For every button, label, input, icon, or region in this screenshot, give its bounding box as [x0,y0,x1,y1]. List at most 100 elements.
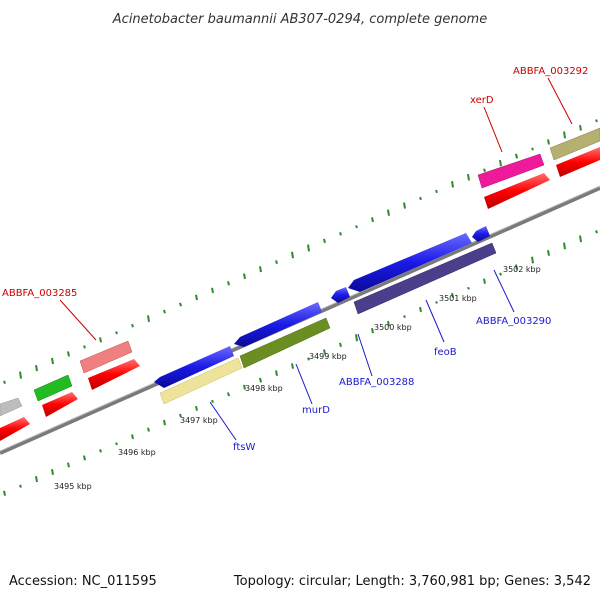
gc-dash [483,168,486,173]
gc-dash [595,230,598,234]
cds-arrow [0,417,30,441]
gc-dash [371,217,374,223]
gc-dash [515,264,518,270]
cds-arrow [88,359,140,390]
gc-dash [243,384,246,390]
gc-dash [579,235,582,243]
gc-dash [147,427,150,432]
feature-green [33,374,73,402]
gc-dash [83,345,86,349]
cds-track [0,147,600,441]
feature-murD [234,302,322,347]
gc-dash [387,209,390,216]
gc-dash [339,232,342,236]
gc-dash [531,147,534,151]
gc-dash [211,399,214,404]
gene-labels: ABBFA_003285 xerD ABBFA_003292 ftsW murD… [2,66,588,453]
gc-dash [275,370,278,376]
gc-dash [547,139,550,145]
gc-dash [259,266,262,273]
tick-label-3500: 3500 kbp [374,323,412,332]
gc-dash [51,469,54,476]
gc-dash [307,244,310,252]
gc-dash [419,196,422,201]
gc-dash [515,153,518,159]
gc-dash [531,256,534,264]
gc-dash [499,159,502,167]
feature-track-inner [159,242,497,405]
feature-ABBFA_003285 [79,340,133,374]
gc-dash [259,377,262,383]
feature-ftsW [154,346,234,388]
gc-dash [115,331,118,335]
gc-dash [195,405,198,411]
feature-ABBFA_003288 [331,287,350,303]
gc-dash [579,124,582,131]
gc-dash [147,315,150,323]
gc-dash [227,392,230,397]
gc-dash [467,173,470,181]
gc-dash [131,434,134,440]
gc-dash [163,309,166,314]
tick-label-3499: 3499 kbp [309,352,347,361]
gc-dash [563,131,566,139]
gc-dash [291,363,294,369]
gc-dash [3,380,6,385]
gc-dash [291,251,294,259]
label-ftsW: ftsW [233,442,255,453]
gc-dash [467,286,470,290]
feature-grey [0,397,23,417]
scale-ticks: 3495 kbp 3496 kbp 3497 kbp 3498 kbp 3499… [54,265,541,491]
label-ABBFA_003288: ABBFA_003288 [339,377,414,388]
gc-dash [99,337,102,343]
gc-dash [19,484,22,488]
gc-dash [323,238,326,244]
gc-dash [355,334,358,342]
tick-label-3495: 3495 kbp [54,482,92,491]
gc-dash [403,315,406,319]
gc-dash [195,294,198,301]
gc-dash [35,364,38,372]
tick-label-3496: 3496 kbp [118,448,156,457]
gc-dash [563,242,566,250]
gc-dash [371,327,374,334]
feature-track-plus [0,127,600,417]
gc-dash [19,371,22,379]
feature-ABBFA_003292 [549,127,600,161]
gc-dash [483,278,486,284]
gc-dash [179,413,182,418]
label-feoB: feoB [434,347,457,358]
gc-dash [211,287,214,294]
label-murD: murD [302,405,330,416]
label-ABBFA_003290: ABBFA_003290 [476,316,551,327]
gc-dash [339,342,342,348]
feature-ABBFA_003290 [472,226,490,242]
gc-track-outer [3,119,598,385]
gc-dash [419,306,422,313]
label-ABBFA_003285: ABBFA_003285 [2,288,77,299]
label-xerD: xerD [470,95,494,106]
gc-dash [435,189,438,194]
gc-dash [387,320,390,327]
label-leaders [59,77,573,441]
gc-dash [243,273,246,280]
gc-dash [131,323,134,328]
gc-dash [275,260,278,265]
genome-summary-text: Topology: circular; Length: 3,760,981 bp… [233,574,591,589]
tick-label-3497: 3497 kbp [180,416,218,425]
gc-dash [307,357,310,361]
gc-dash [451,181,454,188]
cds-arrow [42,392,78,417]
gc-dash [435,300,438,304]
gc-dash [227,281,230,286]
accession-text: Accession: NC_011595 [9,574,157,589]
gc-dash [355,225,358,229]
gc-dash [499,272,502,276]
gc-dash [595,119,598,123]
gc-dash [115,442,118,446]
tick-label-3498: 3498 kbp [245,384,283,393]
gc-dash [403,202,406,209]
gc-track-inner [3,230,598,496]
gc-dash [451,292,454,298]
